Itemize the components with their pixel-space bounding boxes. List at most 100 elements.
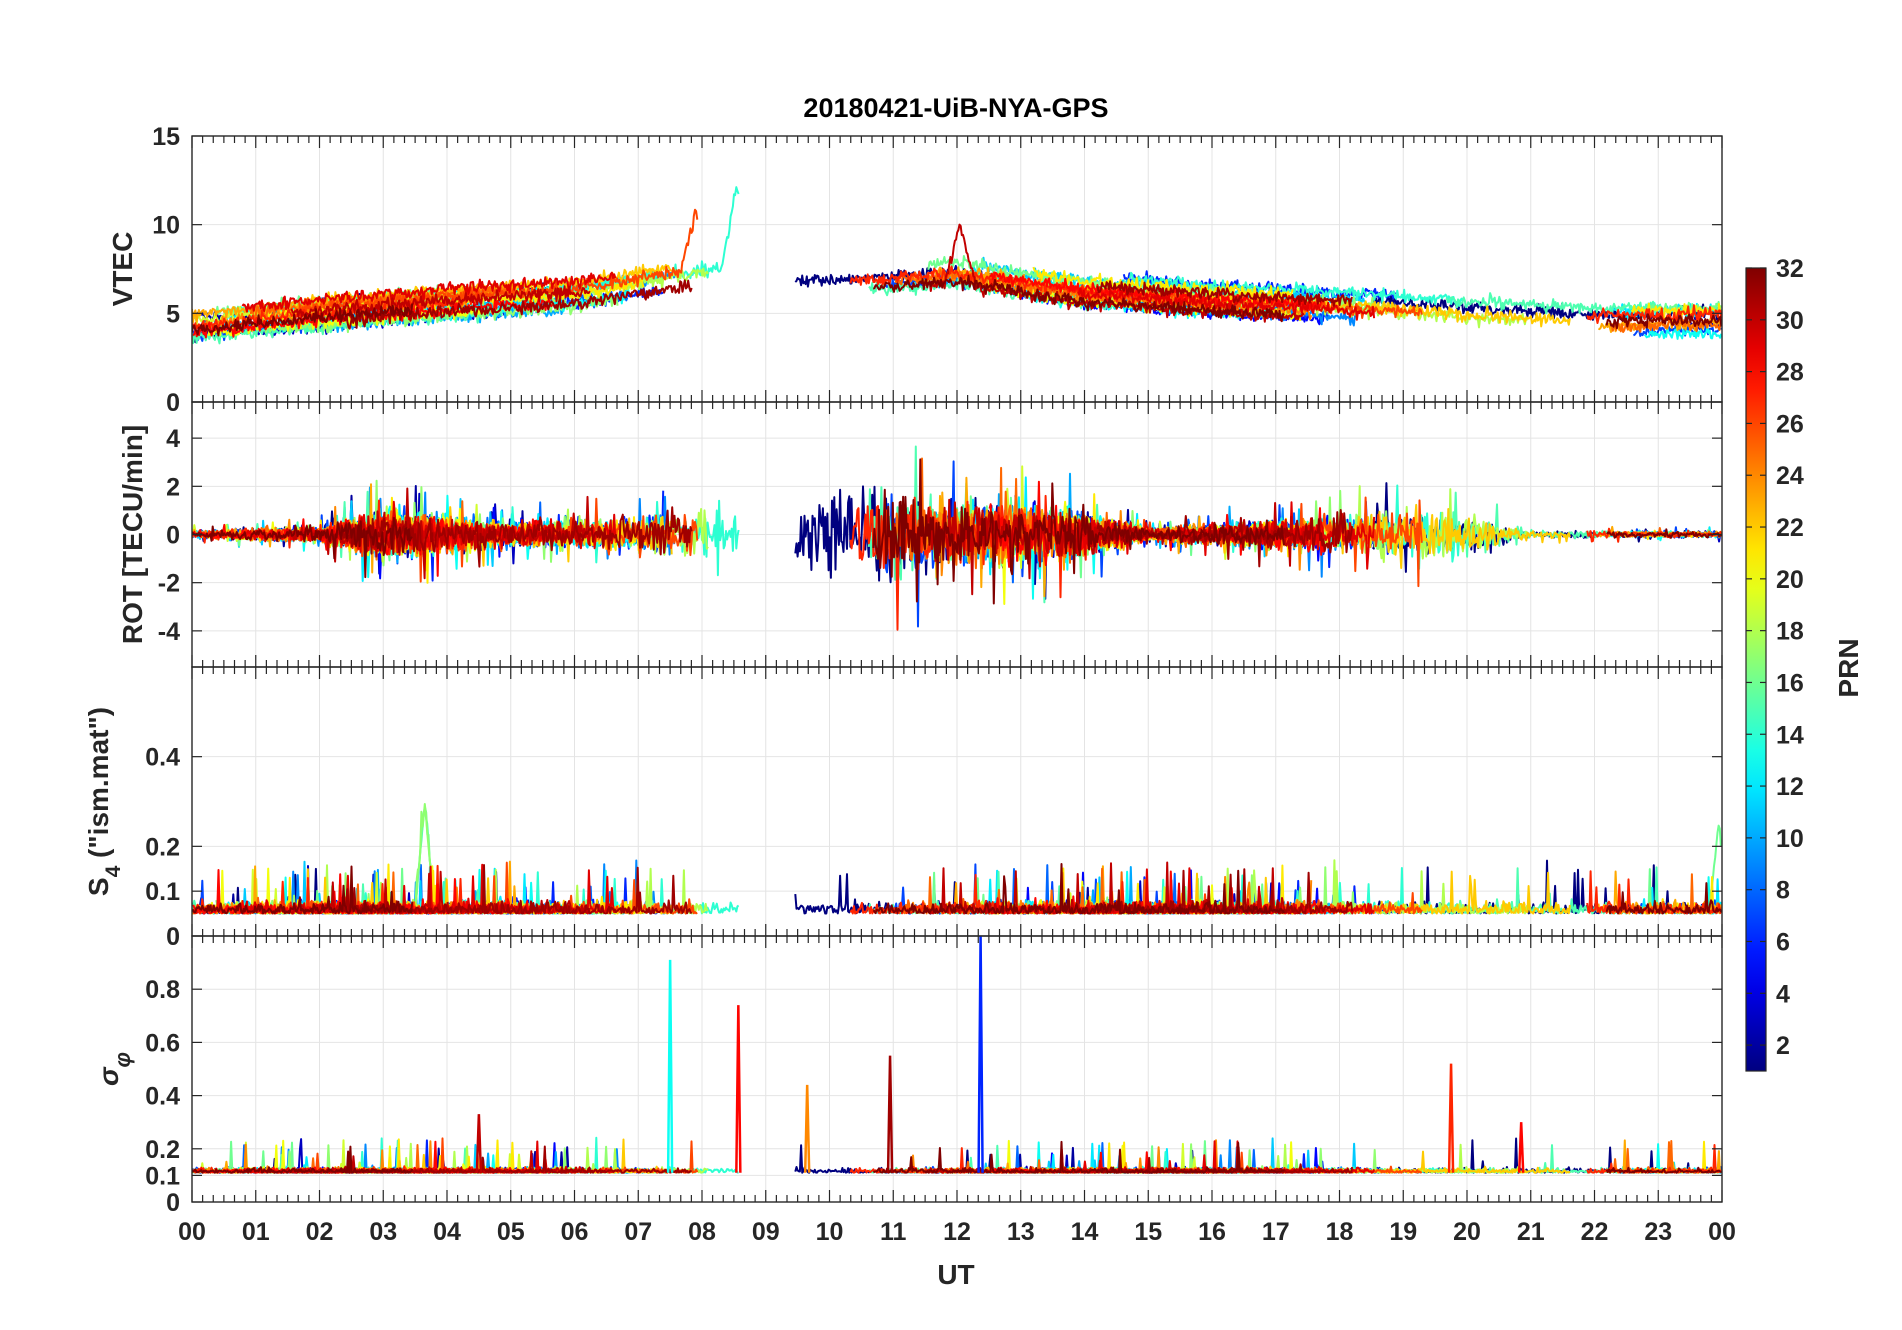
x-tick-label: 00: [1708, 1218, 1736, 1246]
panel-2: -4 -2 0 2 4 ROT [TECU/min]: [117, 401, 1723, 668]
x-tick-label: 21: [1517, 1218, 1545, 1246]
y-axis-label: S4 ("ism.mat"): [83, 707, 125, 896]
x-tick-label: 13: [1007, 1218, 1035, 1246]
x-minor-ticks: [191, 136, 1723, 402]
grid-lines: [192, 936, 1722, 1203]
prn-trace-32: [192, 1145, 414, 1174]
x-tick-label: 22: [1581, 1218, 1609, 1246]
panel-3: 0 0.1 0.2 0.4 S4 ("ism.mat"): [83, 666, 1723, 951]
x-tick-label: 04: [433, 1218, 461, 1246]
colorbar-tick-label: 8: [1776, 877, 1790, 905]
data-traces: [192, 936, 1722, 1174]
x-minor-ticks: [191, 402, 1723, 667]
y-tick-label: 0.1: [145, 1162, 180, 1190]
colorbar-tick-label: 26: [1776, 410, 1804, 438]
prn-trace-29: [241, 271, 617, 313]
prn-trace-30: [926, 223, 1305, 323]
colorbar-tick-label: 30: [1776, 307, 1804, 335]
x-tick-label: 23: [1644, 1218, 1672, 1246]
x-tick-label: 09: [752, 1218, 780, 1246]
y-tick-label: 10: [152, 212, 180, 240]
data-traces: [192, 186, 1722, 345]
x-axis-label: UT: [937, 1259, 974, 1290]
y-tick-label: 2: [166, 473, 180, 501]
sigma-phi-spike: [666, 959, 674, 1173]
y-tick-label: 4: [166, 425, 180, 453]
sigma-phi-spike: [886, 1055, 894, 1173]
prn-trace-32: [872, 274, 1285, 323]
x-tick-label: 08: [688, 1218, 716, 1246]
chart-title: 20180421-UiB-NYA-GPS: [803, 93, 1108, 123]
x-tick-label: 20: [1453, 1218, 1481, 1246]
y-tick-label: 0.2: [145, 833, 180, 861]
prn-trace-32: [192, 303, 414, 337]
y-axis-label: σφ: [93, 1052, 135, 1086]
x-tick-label: 10: [816, 1218, 844, 1246]
y-tick-label: 0.2: [145, 1136, 180, 1164]
y-tick-label: 0: [166, 923, 180, 951]
sigma-phi-spike: [803, 1084, 811, 1173]
colorbar-tick-label: 14: [1776, 721, 1804, 749]
colorbar-tick-label: 32: [1776, 255, 1804, 283]
panel-4: 00.10.2 0.4 0.6 0.8 σφ: [93, 935, 1723, 1217]
x-tick-label: 16: [1198, 1218, 1226, 1246]
x-tick-label: 12: [943, 1218, 971, 1246]
prn-trace-25: [1610, 315, 1722, 333]
colorbar-tick-label: 24: [1776, 462, 1804, 490]
colorbar-tick-label: 12: [1776, 773, 1804, 801]
x-minor-ticks: [191, 936, 1723, 1202]
colorbar-tick-label: 22: [1776, 514, 1804, 542]
data-traces: [192, 803, 1722, 915]
x-tick-label: 11: [880, 1218, 907, 1246]
y-tick-label: 0.8: [145, 976, 180, 1004]
colorbar-tick-label: 20: [1776, 566, 1804, 594]
x-tick-label: 01: [242, 1218, 270, 1246]
sigma-phi-spike: [1517, 1122, 1525, 1173]
x-tick-label: 18: [1326, 1218, 1354, 1246]
prn-trace-32: [192, 516, 413, 579]
prn-trace-21: [1032, 266, 1294, 301]
prn-trace-32: [873, 1140, 1285, 1174]
colorbar-tick-label: 4: [1776, 980, 1790, 1008]
y-tick-label: 0: [166, 389, 180, 417]
colorbar-tick-label: 6: [1776, 928, 1790, 956]
y-tick-label: 0.4: [145, 1083, 180, 1111]
x-tick-label: 19: [1389, 1218, 1417, 1246]
y-tick-label: 15: [152, 123, 180, 151]
colorbar-tick-label: 18: [1776, 618, 1804, 646]
colorbar-gradient: [1745, 267, 1767, 1072]
y-tick-label: 0: [166, 522, 180, 550]
panel-1: 0 5 10 15 VTEC: [107, 123, 1723, 417]
prn-trace-31: [1096, 280, 1354, 308]
prn-trace-32: [1605, 882, 1722, 915]
x-tick-label: 00: [178, 1218, 206, 1246]
y-axis-label: ROT [TECU/min]: [117, 425, 148, 644]
prn-trace-31: [339, 279, 693, 330]
prn-trace-15: [1445, 292, 1662, 315]
y-tick-label: 0.1: [145, 878, 180, 906]
colorbar-tick-label: 16: [1776, 669, 1804, 697]
sigma-phi-spike: [475, 1114, 483, 1173]
y-axis-label: VTEC: [107, 232, 138, 307]
prn-trace-13: [1643, 326, 1722, 340]
prn-trace-32: [872, 863, 1285, 915]
prn-trace-32: [1605, 313, 1722, 330]
colorbar-tick-label: 10: [1776, 825, 1804, 853]
prn-trace-32: [1605, 1166, 1722, 1174]
x-tick-label: 14: [1071, 1218, 1099, 1246]
x-tick-label: 15: [1134, 1218, 1162, 1246]
prn-trace-31: [339, 506, 693, 568]
y-tick-label: 0.4: [145, 744, 180, 772]
x-minor-ticks: [191, 667, 1723, 936]
y-tick-label: 0.6: [145, 1029, 180, 1057]
data-traces: [192, 445, 1722, 631]
x-tick-label: 06: [561, 1218, 589, 1246]
prn-trace-32: [192, 865, 414, 915]
sigma-phi-spike: [735, 1005, 742, 1173]
colorbar-tick-label: 2: [1776, 1032, 1790, 1060]
x-tick-label: 17: [1262, 1218, 1290, 1246]
prn-trace-32: [872, 458, 1286, 605]
x-tick-label: 05: [497, 1218, 525, 1246]
